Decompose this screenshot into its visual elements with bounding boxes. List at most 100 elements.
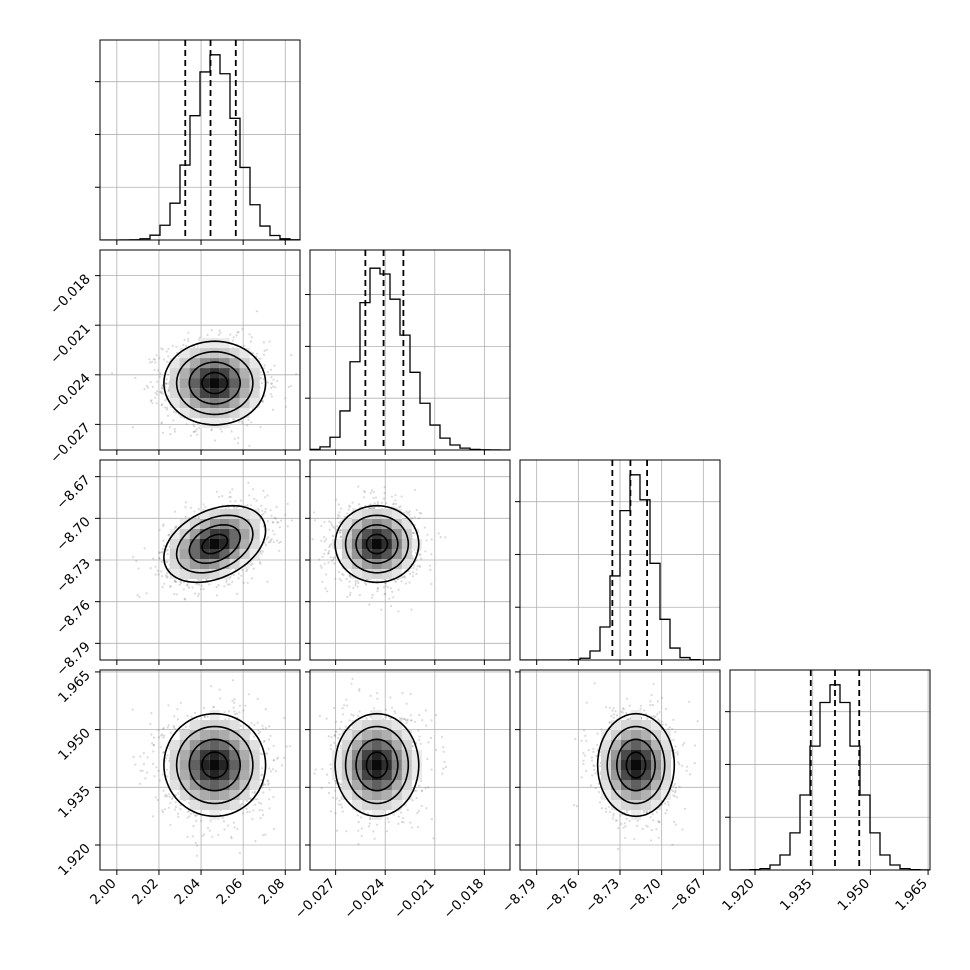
scatter-point	[158, 357, 161, 360]
scatter-point	[400, 495, 403, 498]
panel-frame	[99, 39, 301, 241]
scatter-point	[158, 551, 161, 554]
scatter-point	[384, 592, 387, 595]
density-cell	[199, 368, 210, 379]
scatter-point	[278, 549, 281, 552]
scatter-point	[264, 507, 267, 511]
scatter-point	[187, 339, 190, 343]
density-cell	[169, 358, 180, 369]
density-cell	[209, 509, 220, 519]
density-cell	[381, 529, 392, 539]
scatter-point	[160, 421, 163, 424]
scatter-point	[240, 574, 243, 577]
scatter-point	[179, 808, 182, 811]
scatter-point	[320, 539, 323, 542]
density-cell	[229, 388, 240, 399]
scatter-point	[284, 405, 287, 408]
scatter-point	[184, 506, 187, 509]
scatter-point	[338, 531, 341, 534]
scatter-point	[276, 521, 279, 524]
scatter-point	[146, 386, 149, 389]
scatter-point	[159, 391, 162, 394]
scatter-point	[228, 496, 231, 499]
scatter-point	[335, 525, 338, 528]
scatter-point	[387, 586, 390, 589]
scatter-point	[252, 567, 255, 570]
density-cell	[381, 509, 392, 519]
scatter-point	[253, 497, 256, 500]
scatter-point	[236, 331, 239, 334]
scatter-point	[268, 340, 271, 343]
density-cell	[169, 378, 180, 389]
scatter-point	[267, 541, 271, 544]
density-cell	[361, 509, 372, 519]
scatter-point	[256, 352, 259, 355]
scatter-point	[209, 820, 212, 823]
scatter-point	[264, 510, 267, 513]
scatter-point	[270, 382, 273, 385]
scatter-point	[161, 386, 164, 389]
density-cell	[199, 539, 210, 549]
scatter-point	[326, 590, 329, 593]
scatter-point	[311, 538, 314, 541]
scatter-point	[160, 390, 163, 393]
scatter-point	[160, 575, 164, 578]
density-cell	[351, 529, 362, 539]
scatter-point	[348, 585, 351, 588]
scatter-point	[160, 387, 163, 390]
density-cell	[249, 549, 260, 559]
scatter-point	[232, 573, 235, 577]
density-cell	[331, 539, 342, 549]
scatter-point	[182, 588, 185, 591]
scatter-point	[418, 565, 422, 568]
scatter-point	[357, 503, 361, 506]
density-cell	[179, 388, 190, 399]
scatter-point	[278, 541, 281, 544]
scatter-point	[376, 587, 379, 590]
scatter-point	[339, 520, 342, 523]
scatter-point	[263, 496, 267, 499]
scatter-point	[330, 521, 333, 524]
density-cell	[401, 539, 412, 549]
scatter-point	[329, 556, 332, 559]
scatter-point	[330, 559, 333, 563]
panel-frame	[99, 249, 301, 451]
scatter-point	[273, 827, 276, 831]
scatter-point	[373, 507, 376, 510]
density-cell	[169, 388, 180, 399]
scatter-point	[153, 775, 156, 778]
scatter-point	[331, 534, 334, 537]
density-cell	[189, 368, 200, 379]
density-cell	[189, 529, 200, 539]
scatter-point	[161, 392, 164, 395]
scatter-point	[158, 528, 161, 532]
density-cell	[229, 348, 240, 359]
scatter-point	[413, 516, 416, 519]
scatter-point	[154, 565, 157, 568]
scatter-point	[265, 348, 268, 352]
scatter-point	[246, 581, 249, 584]
scatter-point	[279, 540, 282, 543]
scatter-point	[232, 336, 235, 339]
scatter-point	[419, 553, 422, 556]
scatter-point	[249, 563, 253, 567]
scatter-point	[259, 549, 262, 552]
scatter-point	[166, 553, 169, 556]
scatter-point	[417, 517, 420, 520]
density-cell	[361, 529, 372, 539]
scatter-point	[165, 549, 168, 552]
scatter-point	[272, 541, 275, 544]
scatter-point	[272, 385, 275, 388]
scatter-point	[225, 579, 228, 582]
scatter-point	[259, 371, 262, 374]
scatter-point	[383, 492, 386, 495]
scatter-point	[262, 400, 265, 403]
density-cell	[391, 529, 402, 539]
scatter-point	[332, 556, 335, 559]
density-cell	[209, 559, 220, 569]
scatter-point	[152, 557, 155, 560]
scatter-point	[227, 717, 230, 720]
panel-frame	[309, 249, 511, 451]
density-cell	[169, 569, 180, 579]
scatter-point	[187, 810, 190, 814]
